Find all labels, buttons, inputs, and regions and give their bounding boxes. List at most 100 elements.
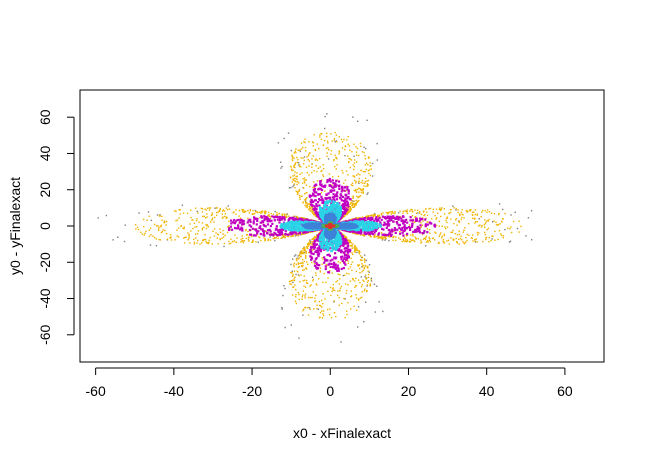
data-point <box>310 209 312 212</box>
data-point <box>299 149 301 151</box>
data-point <box>247 239 250 241</box>
data-point <box>353 305 355 308</box>
data-point <box>320 199 324 202</box>
data-point <box>170 239 173 241</box>
data-point <box>299 280 301 283</box>
data-point <box>439 233 441 236</box>
data-point <box>253 218 256 221</box>
data-point <box>301 296 303 298</box>
data-point <box>327 290 329 293</box>
data-point <box>294 180 296 182</box>
data-point <box>340 251 343 254</box>
data-point <box>334 263 337 266</box>
data-point <box>260 212 262 214</box>
data-point <box>216 237 218 239</box>
data-point <box>331 196 335 199</box>
data-point <box>368 271 370 273</box>
data-point <box>298 293 300 296</box>
data-point <box>363 321 365 323</box>
data-point <box>316 307 318 310</box>
data-point <box>315 203 318 206</box>
data-point <box>341 255 344 258</box>
data-point <box>353 162 356 164</box>
data-point <box>201 229 203 231</box>
data-point <box>355 233 358 235</box>
data-point <box>356 195 358 198</box>
data-point <box>287 235 290 238</box>
data-point <box>290 217 293 220</box>
data-point <box>359 188 361 190</box>
data-point <box>343 261 346 264</box>
data-point <box>399 238 401 240</box>
data-point <box>412 219 415 222</box>
data-point <box>295 258 298 260</box>
data-point <box>318 193 321 196</box>
data-point <box>359 271 361 274</box>
data-point <box>335 281 337 283</box>
data-point <box>360 145 362 147</box>
data-point <box>319 188 323 191</box>
data-point <box>260 216 264 219</box>
data-point <box>303 231 307 234</box>
data-point <box>439 207 441 209</box>
data-point <box>312 252 315 256</box>
data-point <box>314 149 317 152</box>
data-point <box>449 211 452 214</box>
data-point <box>349 241 351 244</box>
data-point <box>179 209 182 211</box>
data-point <box>334 154 336 156</box>
data-point <box>346 249 349 253</box>
data-point <box>337 249 341 252</box>
data-point <box>311 261 313 264</box>
data-point <box>438 220 440 223</box>
data-point <box>420 213 423 216</box>
data-point <box>204 208 206 210</box>
data-point <box>404 210 406 212</box>
data-point <box>428 236 430 239</box>
data-point <box>236 219 239 222</box>
data-point <box>294 162 297 164</box>
data-point <box>247 209 249 212</box>
data-point <box>365 215 367 218</box>
data-point <box>423 232 426 234</box>
data-point <box>298 337 300 339</box>
data-point <box>219 238 221 241</box>
data-point <box>311 276 314 279</box>
data-point <box>298 234 300 236</box>
data-point <box>268 218 271 221</box>
data-point <box>228 227 231 230</box>
data-point <box>312 181 315 183</box>
data-point <box>382 236 384 239</box>
data-point <box>187 239 189 241</box>
data-point <box>259 232 262 236</box>
data-point <box>321 133 323 135</box>
data-point <box>498 212 500 215</box>
data-point <box>300 262 302 264</box>
data-point <box>368 233 371 236</box>
data-point <box>290 186 292 189</box>
data-point <box>205 209 208 211</box>
data-point <box>438 242 440 244</box>
data-point <box>321 310 323 312</box>
data-point <box>369 283 372 286</box>
data-point <box>322 199 325 202</box>
data-point <box>234 234 236 236</box>
data-point <box>329 270 331 272</box>
data-point <box>150 219 153 222</box>
data-point <box>410 239 413 242</box>
data-point <box>340 204 343 207</box>
data-point <box>509 228 511 230</box>
data-point <box>295 215 298 218</box>
data-point <box>294 163 296 165</box>
data-point <box>238 228 242 231</box>
data-point <box>292 179 295 182</box>
data-point <box>431 237 434 240</box>
data-point <box>321 317 324 319</box>
data-point <box>227 205 230 207</box>
data-point <box>398 216 401 219</box>
data-point <box>356 251 358 254</box>
data-point <box>359 195 362 197</box>
data-point <box>315 208 318 211</box>
data-point <box>355 199 357 202</box>
data-point <box>405 227 408 230</box>
